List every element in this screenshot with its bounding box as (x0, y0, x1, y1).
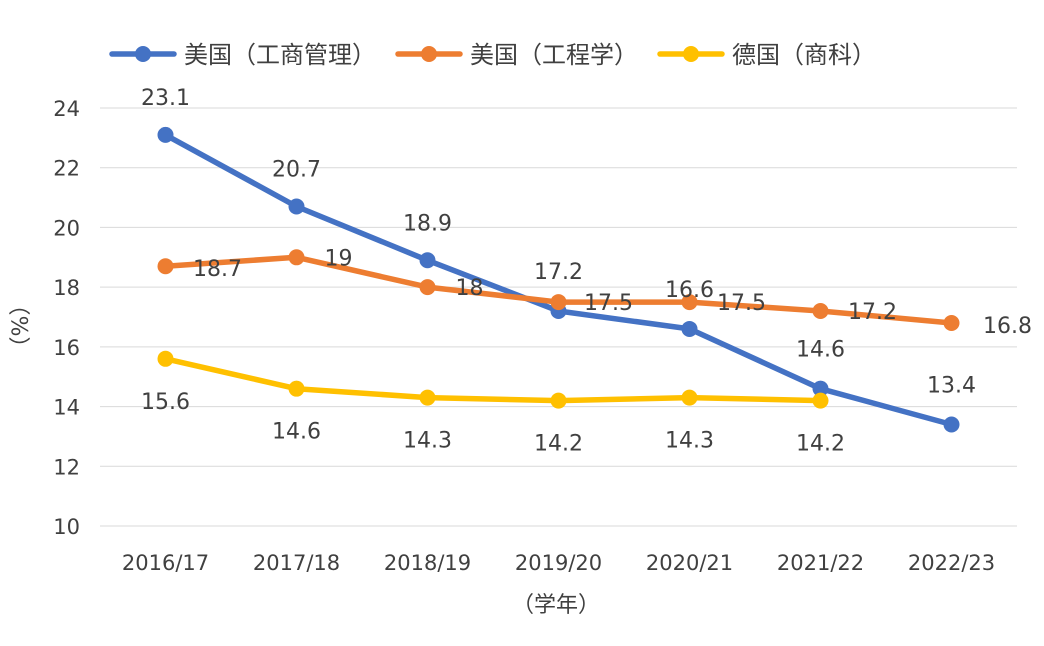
data-label: 13.4 (927, 373, 976, 398)
data-point (550, 294, 567, 311)
y-tick-label: 22 (53, 157, 80, 181)
data-point (288, 249, 305, 266)
data-label: 15.6 (141, 390, 190, 415)
data-label: 14.3 (665, 429, 714, 454)
legend-marker (135, 46, 151, 62)
data-label: 14.6 (272, 420, 321, 445)
y-tick-label: 16 (53, 336, 80, 360)
x-tick-label: 2022/23 (908, 551, 995, 575)
x-tick-label: 2016/17 (122, 551, 209, 575)
data-label: 14.3 (403, 429, 452, 454)
x-tick-label: 2021/22 (777, 551, 864, 575)
data-label: 23.1 (141, 86, 190, 111)
x-tick-label: 2019/20 (515, 551, 602, 575)
legend-label: 美国（工程学） (470, 41, 638, 69)
data-labels: 23.1 20.7 18.9 17.2 16.6 14.6 13.4 18.7 19 18 17.5… (141, 86, 1032, 457)
x-axis-label: （学年） (512, 593, 600, 618)
data-label: 16.6 (665, 278, 714, 303)
axes: （%） （学年） 10 12 14 16 18 20 22 24 2016/17 2017/18 2… (9, 97, 995, 618)
data-point (812, 392, 829, 409)
data-point (157, 258, 174, 275)
data-point (681, 389, 698, 406)
data-point (550, 392, 567, 409)
data-point (157, 350, 174, 367)
x-tick-label: 2020/21 (646, 551, 733, 575)
data-point (288, 380, 305, 397)
data-label: 20.7 (272, 158, 321, 183)
data-label: 18.9 (403, 211, 452, 236)
x-tick-label: 2017/18 (253, 551, 340, 575)
y-tick-label: 20 (53, 216, 80, 240)
data-label: 14.6 (796, 338, 845, 363)
y-tick-label: 18 (53, 276, 80, 300)
legend-label: 德国（商科） (732, 41, 876, 69)
y-tick-label: 12 (53, 455, 80, 479)
data-point (812, 380, 829, 397)
legend-label: 美国（工商管理） (184, 41, 376, 69)
data-point (943, 314, 960, 331)
data-label: 19 (325, 246, 353, 271)
data-point (419, 389, 436, 406)
y-axis-label: （%） (9, 294, 34, 359)
y-tick-label: 10 (53, 515, 80, 539)
data-point (812, 303, 829, 320)
data-point (419, 252, 436, 269)
data-label: 14.2 (796, 432, 845, 457)
data-label: 18 (456, 276, 484, 301)
data-label: 16.8 (983, 314, 1032, 339)
data-point (157, 126, 174, 143)
legend: 美国（工商管理） 美国（工程学） 德国（商科） (109, 41, 876, 69)
y-tick-label: 14 (53, 396, 80, 420)
data-label: 17.2 (848, 300, 897, 325)
data-label: 17.5 (584, 291, 633, 316)
data-point (681, 320, 698, 337)
series-line (162, 356, 824, 404)
data-point (288, 198, 305, 215)
data-point (681, 294, 698, 311)
y-tick-label: 24 (53, 97, 80, 121)
data-point (419, 279, 436, 296)
data-label: 17.2 (534, 260, 583, 285)
legend-marker (421, 46, 437, 62)
data-point (943, 416, 960, 433)
data-label: 18.7 (193, 257, 242, 282)
legend-marker (683, 46, 699, 62)
data-label: 14.2 (534, 432, 583, 457)
data-label: 17.5 (717, 291, 766, 316)
x-tick-label: 2018/19 (384, 551, 471, 575)
series (157, 126, 960, 433)
